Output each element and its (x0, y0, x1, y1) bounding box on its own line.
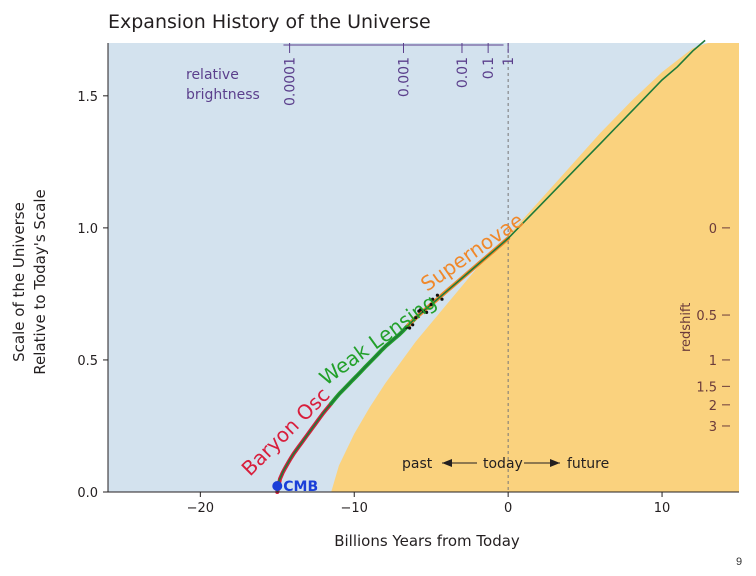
x-tick-label: 0 (504, 501, 512, 516)
x-tick-label: −10 (341, 501, 368, 516)
redshift-tick-label: 2 (709, 399, 717, 414)
cmb-label: CMB (283, 479, 318, 495)
x-tick-label: −20 (187, 501, 214, 516)
supernova-point (405, 325, 409, 329)
x-tick-label: 10 (654, 501, 671, 516)
supernova-point (411, 323, 415, 327)
time-arrow: past today future (402, 456, 609, 472)
y-tick-label: 0.5 (77, 354, 98, 369)
redshift-tick-label: 3 (709, 420, 717, 435)
y-tick-label: 1.0 (77, 222, 98, 237)
supernova-point (429, 302, 433, 307)
brightness-tick-label: 1 (501, 57, 517, 66)
redshift-tick-label: 1 (709, 354, 717, 369)
supernova-point (431, 297, 435, 301)
redshift-ticks: 0 0.5 1 1.5 2 3 (696, 222, 730, 435)
axes: −20 −10 0 100.00.51.01.5 (77, 43, 739, 516)
redshift-label: redshift (679, 303, 694, 352)
time-arrow-past: past (402, 456, 433, 472)
relative-brightness-label-line2: brightness (186, 87, 260, 103)
supernova-point (417, 309, 421, 313)
y-axis-label-line2: Relative to Today's Scale (31, 189, 49, 375)
arrow-head-right (550, 459, 560, 467)
time-arrow-today: today (483, 456, 523, 472)
redshift-tick-label: 0 (709, 222, 717, 237)
arrow-head-left (442, 459, 452, 467)
supernova-point (435, 293, 439, 297)
supernova-point (408, 326, 412, 330)
supernova-point (414, 316, 418, 320)
redshift-tick-label: 1.5 (696, 380, 717, 395)
redshift-tick-label: 0.5 (696, 309, 717, 324)
brightness-tick-label: 0.001 (396, 57, 412, 97)
relative-brightness-label: relative (186, 67, 239, 83)
plot-area: 0.0001 0.001 0.01 0.1 1 0 0.5 1 1.5 2 3 (108, 39, 739, 494)
brightness-tick-label: 0.01 (455, 57, 471, 88)
cmb-marker (272, 481, 283, 491)
brightness-tick-label: 0.1 (481, 57, 497, 79)
supernova-point (421, 309, 426, 313)
brightness-tick-label: 0.0001 (283, 57, 299, 106)
y-tick-label: 1.5 (77, 90, 98, 105)
relative-brightness-ticks: 0.0001 0.001 0.01 0.1 1 (283, 43, 517, 106)
time-arrow-future: future (567, 456, 609, 472)
x-axis-label: Billions Years from Today (334, 532, 520, 550)
page-number: 9 (736, 556, 742, 568)
supernova-point (425, 310, 429, 314)
chart-title: Expansion History of the Universe (108, 11, 431, 33)
y-axis-label: Scale of the Universe (10, 202, 28, 362)
expansion-curve-line (276, 39, 706, 493)
supernova-point (440, 297, 444, 301)
y-tick-label: 0.0 (77, 486, 98, 501)
expansion-fill-area (331, 43, 739, 492)
supernova-data-points (405, 293, 444, 330)
